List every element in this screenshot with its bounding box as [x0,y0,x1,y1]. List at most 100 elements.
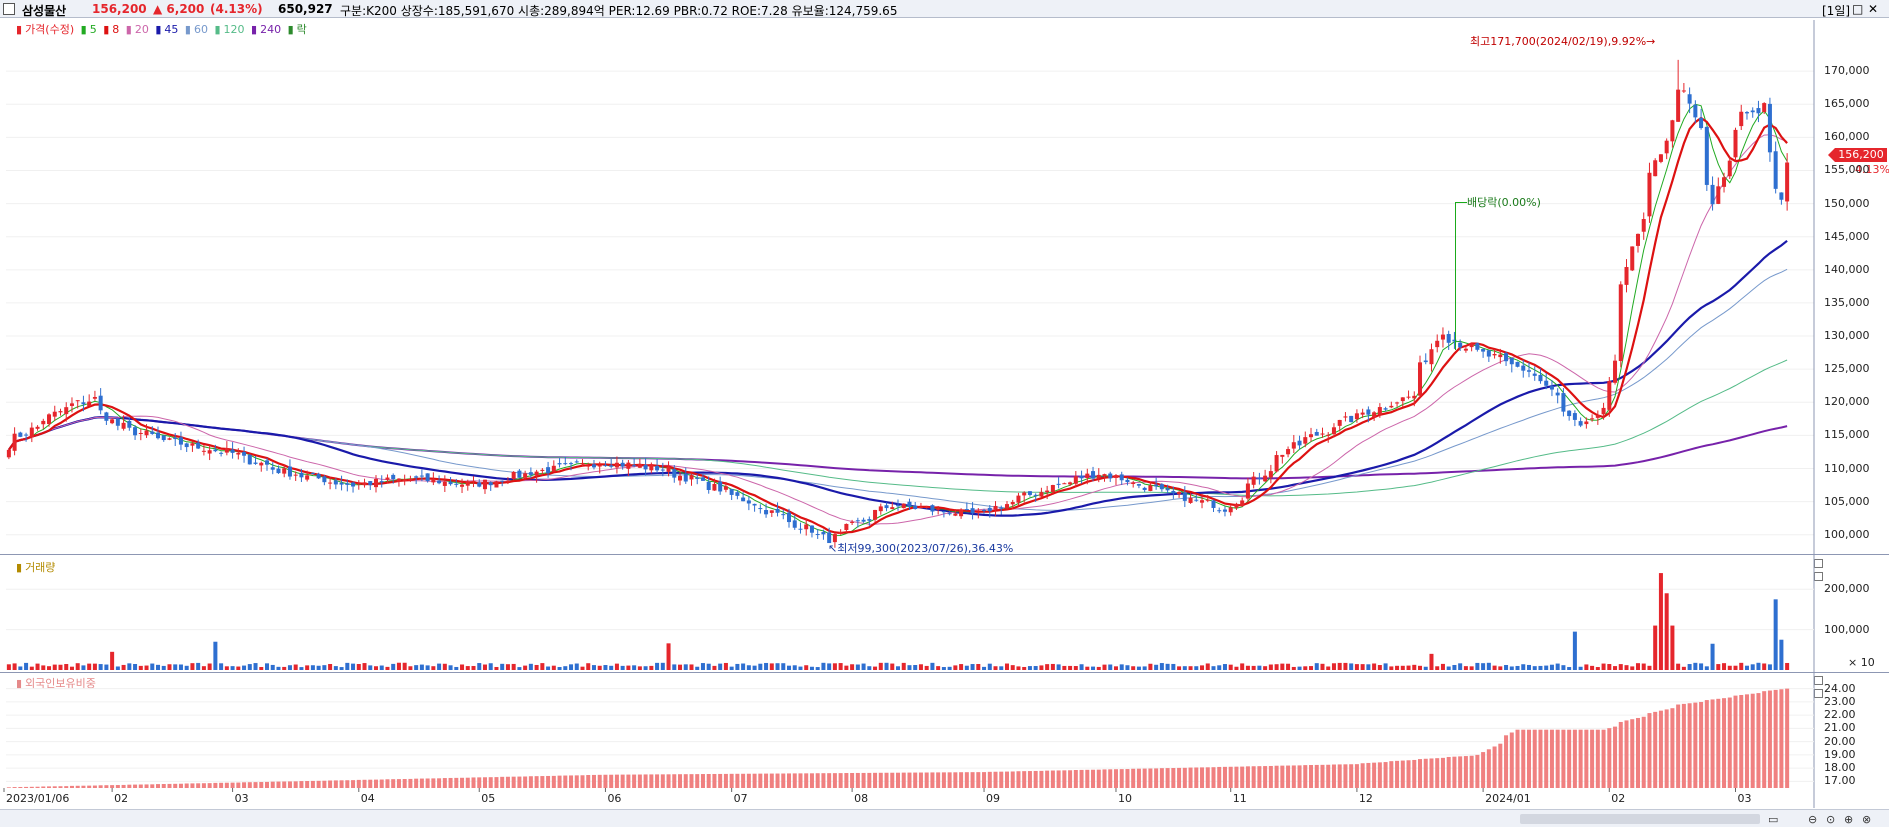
foreign-bar [24,786,29,788]
zoom-fit-icon[interactable]: ⊗ [1862,813,1872,826]
close-icon[interactable]: ✕ [1868,2,1879,16]
foreign-bar [1119,769,1124,788]
foreign-bar [580,775,585,788]
volume-bar [167,664,172,670]
foreign-bar [75,785,80,788]
select-checkbox[interactable] [3,3,15,15]
foreign-bar [161,783,166,788]
volume-bar [52,664,57,670]
candle-body [597,464,602,467]
volume-bar [373,666,379,670]
candle-body [1303,437,1308,444]
foreign-bar [1767,690,1772,788]
candle-body [1641,219,1646,232]
period-selector[interactable]: [1일] [1822,4,1851,18]
candle-body [1079,475,1084,479]
candle-body [259,462,264,466]
volume-bar [431,666,436,670]
candle-body [379,481,384,483]
foreign-bar [1102,769,1107,788]
zoom-reset-icon[interactable]: ⊙ [1826,813,1836,826]
volume-bar [494,666,499,670]
foreign-bar [523,776,528,788]
candle-body [603,465,608,467]
candle-body [815,534,820,536]
candle-body [465,481,470,486]
scroll-thumb[interactable] [1520,814,1760,824]
foreign-bar [609,774,614,788]
candle-body [1022,492,1027,496]
horizontal-scrollbar[interactable]: ▭ ⊖ ⊙ ⊕ ⊗ [0,809,1889,827]
foreign-bar [362,779,367,788]
candle-body [976,511,981,513]
candle-body [293,474,298,476]
volume-bar [580,666,585,670]
price-axis-label: 170,000 [1824,64,1870,78]
volume-bar [1630,666,1635,670]
candle-body [1446,334,1451,343]
foreign-bar [551,775,556,788]
foreign-bar [1590,729,1595,788]
price-legend: ▮ 가격(수정) ▮ 5 ▮ 8 ▮ 20 ▮ 45 ▮ 60 ▮ 120 ▮ 240 ▮ 락 [16,23,307,36]
candle-body [24,434,29,436]
volume-bar [184,665,189,670]
volume-bar [1549,664,1554,670]
foreign-bar [1750,693,1755,788]
legend-ma240: 240 [260,23,282,36]
candle-body [224,448,229,453]
volume-bar [1240,663,1245,670]
foreign-bar [1435,758,1440,788]
window-controls[interactable]: □ [1852,2,1864,16]
candle-body [1601,407,1606,415]
x-axis-label: 09 [986,792,1001,805]
foreign-bar [437,778,442,788]
candle-body [253,462,258,464]
candle-body [1131,482,1136,484]
zoom-plus-icon[interactable]: ⊕ [1844,813,1854,826]
foreign-bar [827,773,832,788]
foreign-bar [1555,729,1560,788]
volume-bar [230,666,235,670]
candle-body [1635,233,1640,246]
candle-body [1291,442,1296,449]
foreign-bar [58,786,63,788]
volume-bar [1354,664,1359,670]
foreign-bar [1027,771,1032,788]
foreign-bar [632,774,637,788]
candle-body [1102,474,1107,476]
foreign-bar [1664,709,1669,788]
candle-body [1607,381,1612,410]
candle-body [683,473,688,482]
x-axis-label: 10 [1117,792,1132,805]
foreign-bar [723,773,728,788]
volume-bar [861,663,866,670]
volume-bar [356,664,361,670]
volume-bar [1429,653,1434,670]
candle-body [1171,490,1176,494]
candle-body [1750,110,1755,113]
volume-bar [964,665,969,670]
volume-bar [643,666,648,670]
volume-bar [1148,663,1153,670]
foreign-bar [1710,699,1715,788]
volume-bar [465,666,470,670]
candle-body [1395,402,1400,404]
candle-body [907,501,912,507]
ma60-line [8,268,1788,511]
candle-body [1331,427,1336,435]
foreign-bar [1699,701,1704,788]
scroll-handle-icon[interactable]: ▭ [1768,813,1779,826]
volume-bar [477,663,482,670]
zoom-minus-icon[interactable]: ⊖ [1808,813,1818,826]
volume-bar [1085,666,1090,670]
chart-canvas[interactable] [0,0,1889,809]
volume-bar [1469,666,1474,670]
foreign-bar [505,776,510,788]
volume-bar [1704,666,1709,670]
foreign-bar [678,774,683,788]
volume-bar [1578,666,1583,670]
foreign-bar [1647,713,1652,788]
candle-body [75,400,80,402]
candle-body [1762,103,1767,112]
foreign-bar [781,773,786,788]
